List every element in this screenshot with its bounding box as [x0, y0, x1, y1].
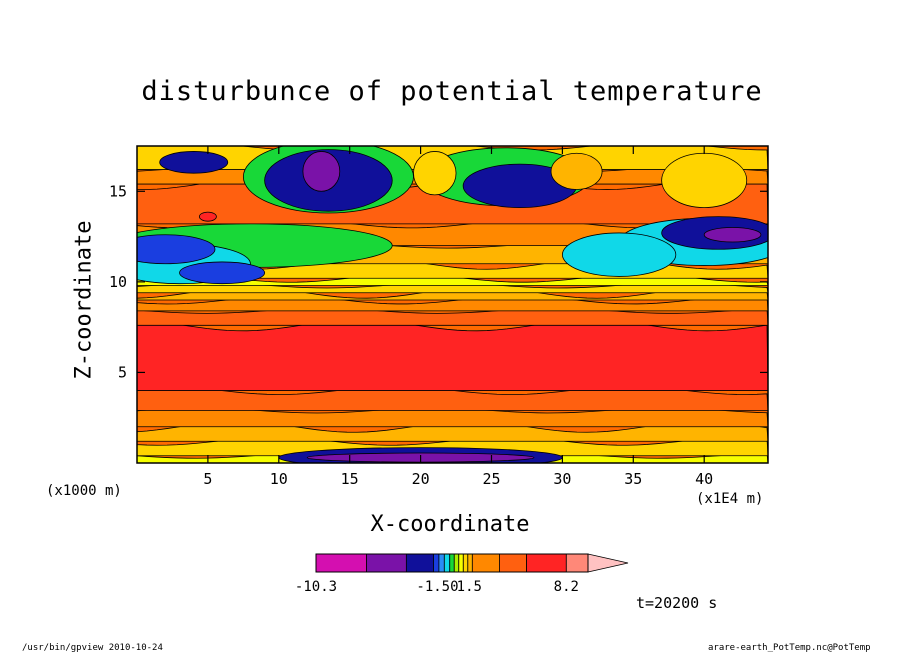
colorbar: -10.3 -1.501.5 8.2 [295, 553, 629, 595]
contour-band [137, 307, 768, 326]
contour-region [703, 227, 762, 243]
colorbar-segment [467, 553, 473, 573]
colorbar-segment [499, 553, 527, 573]
y-tick-label: 15 [109, 182, 127, 200]
colorbar-segment [526, 553, 567, 573]
footer-program: /usr/bin/gpview 2010-10-24 [22, 643, 163, 653]
x-tick-label: 25 [482, 470, 500, 488]
contour-region [550, 152, 603, 190]
chart-title: disturbunce of potential temperature [141, 76, 763, 107]
footer-file: arare-earth_PotTemp.nc@PotTemp [708, 643, 871, 653]
contour-region [137, 234, 216, 265]
colorbar-segment [315, 553, 368, 573]
colorbar-segment [449, 553, 455, 573]
y-tick-label: 5 [118, 363, 127, 381]
x-axis-label: X-coordinate [370, 512, 530, 537]
colorbar-frame [315, 553, 589, 573]
colorbar-segment [453, 553, 460, 573]
y-axis: 5 10 15 [109, 182, 768, 381]
x-tick-label: 15 [341, 470, 359, 488]
colorbar-segment [462, 553, 469, 573]
plot-frame [136, 145, 769, 464]
contour-region [413, 151, 457, 196]
x-axis: 5 10 15 20 25 30 35 40 [203, 146, 713, 488]
x-tick-label: 35 [624, 470, 642, 488]
y-axis-label: Z-coordinate [71, 220, 97, 380]
colorbar-segment [565, 553, 589, 573]
colorbar-arrow [587, 553, 629, 573]
contour-region [159, 151, 229, 174]
x-tick-label: 40 [695, 470, 713, 488]
contour-region [661, 152, 748, 208]
time-annotation: t=20200 s [636, 594, 718, 612]
x-tick-label: 5 [203, 470, 212, 488]
colorbar-segment [438, 553, 445, 573]
contour-region [198, 211, 217, 222]
contour-field [137, 146, 768, 463]
colorbar-label: -10.3 [295, 579, 337, 595]
contour-band [137, 319, 768, 391]
contour-region [302, 151, 341, 192]
contour-region [561, 232, 677, 277]
y-tick-label: 10 [109, 273, 127, 291]
colorbar-segment [443, 553, 451, 573]
x-unit-right: (x1E4 m) [696, 491, 764, 507]
x-tick-label: 10 [270, 470, 288, 488]
contour-region [179, 261, 266, 285]
colorbar-segment [433, 553, 440, 573]
colorbar-segment [458, 553, 464, 573]
colorbar-label: 8.2 [554, 579, 579, 595]
colorbar-segment [471, 553, 500, 573]
x-unit-left: (x1000 m) [46, 483, 122, 499]
colorbar-segment [405, 553, 434, 573]
colorbar-label: 1.5 [457, 579, 482, 595]
colorbar-label: -1.50 [416, 579, 458, 595]
x-tick-label: 30 [553, 470, 571, 488]
x-tick-label: 20 [412, 470, 430, 488]
colorbar-segment [366, 553, 407, 573]
